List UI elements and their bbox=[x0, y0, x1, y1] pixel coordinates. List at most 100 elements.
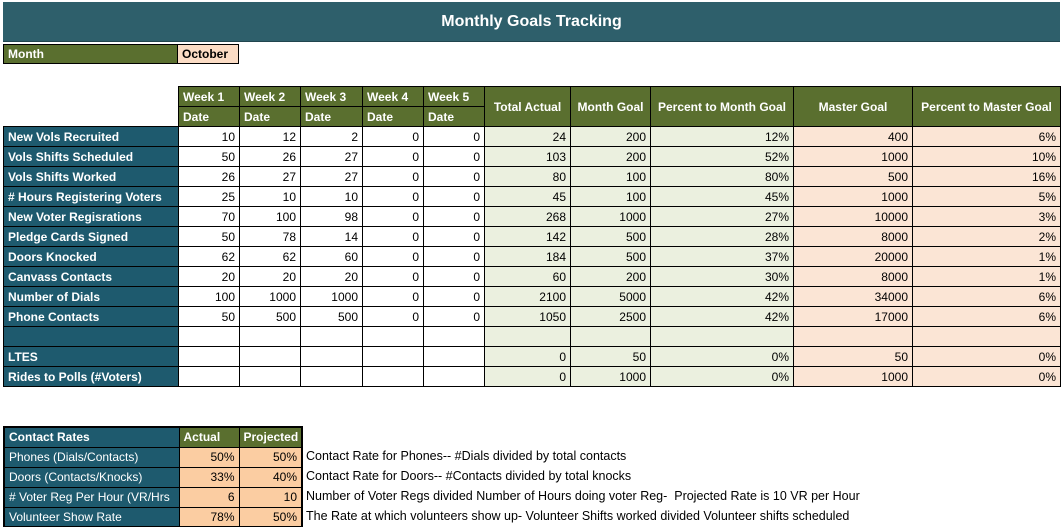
row-label-cell[interactable]: New Voter Regisrations bbox=[3, 206, 179, 227]
percent-month-goal-cell[interactable]: 80% bbox=[650, 166, 794, 187]
month-goal-cell[interactable]: 500 bbox=[570, 246, 651, 267]
week-2-value-cell[interactable]: 1000 bbox=[239, 286, 301, 307]
percent-master-goal-cell[interactable]: 2% bbox=[912, 226, 1061, 247]
total-actual-cell[interactable]: 1050 bbox=[484, 306, 571, 327]
row-label-cell[interactable]: Canvass Contacts bbox=[3, 266, 179, 287]
week-1-header[interactable]: Week 1 bbox=[178, 86, 240, 107]
week-4-value-cell[interactable] bbox=[362, 366, 424, 387]
week-4-value-cell[interactable]: 0 bbox=[362, 286, 424, 307]
week-4-value-cell[interactable]: 0 bbox=[362, 206, 424, 227]
row-label-cell[interactable] bbox=[3, 326, 179, 347]
total-actual-cell[interactable]: 2100 bbox=[484, 286, 571, 307]
percent-month-goal-cell[interactable]: 28% bbox=[650, 226, 794, 247]
percent-month-goal-cell[interactable]: 0% bbox=[650, 346, 794, 367]
projected-value-cell[interactable]: 50% bbox=[238, 446, 303, 468]
week-5-value-cell[interactable]: 0 bbox=[423, 266, 485, 287]
actual-value-cell[interactable]: 33% bbox=[178, 466, 240, 488]
percent-month-goal-cell[interactable]: 30% bbox=[650, 266, 794, 287]
contact-rates-title[interactable]: Contact Rates bbox=[3, 426, 180, 448]
week-4-value-cell[interactable] bbox=[362, 326, 424, 347]
week-1-value-cell[interactable] bbox=[178, 326, 240, 347]
percent-master-goal-cell[interactable] bbox=[912, 326, 1061, 347]
week-5-value-cell[interactable] bbox=[423, 326, 485, 347]
row-label-cell[interactable]: Phone Contacts bbox=[3, 306, 179, 327]
contact-rate-label-cell[interactable]: Volunteer Show Rate bbox=[3, 506, 180, 527]
month-goal-cell[interactable]: 200 bbox=[570, 126, 651, 147]
month-goal-cell[interactable]: 2500 bbox=[570, 306, 651, 327]
percent-month-goal-cell[interactable]: 42% bbox=[650, 306, 794, 327]
projected-value-cell[interactable]: 10 bbox=[238, 486, 303, 508]
percent-master-goal-cell[interactable]: 10% bbox=[912, 146, 1061, 167]
week-2-value-cell[interactable] bbox=[239, 346, 301, 367]
percent-master-goal-cell[interactable]: 0% bbox=[912, 346, 1061, 367]
projected-value-cell[interactable]: 50% bbox=[238, 506, 303, 527]
row-label-cell[interactable]: LTES bbox=[3, 346, 179, 367]
week-1-value-cell[interactable]: 70 bbox=[178, 206, 240, 227]
percent-master-goal-cell[interactable]: 6% bbox=[912, 126, 1061, 147]
total-actual-cell[interactable]: 60 bbox=[484, 266, 571, 287]
week-1-value-cell[interactable]: 62 bbox=[178, 246, 240, 267]
week-1-value-cell[interactable]: 50 bbox=[178, 146, 240, 167]
master-goal-header[interactable]: Master Goal bbox=[793, 86, 913, 127]
month-value-cell[interactable]: October bbox=[178, 44, 239, 64]
week-1-value-cell[interactable]: 10 bbox=[178, 126, 240, 147]
week-2-header[interactable]: Week 2 bbox=[239, 86, 301, 107]
row-label-cell[interactable]: Pledge Cards Signed bbox=[3, 226, 179, 247]
total-actual-cell[interactable]: 103 bbox=[484, 146, 571, 167]
month-goal-header[interactable]: Month Goal bbox=[570, 86, 651, 127]
percent-month-goal-cell[interactable]: 27% bbox=[650, 206, 794, 227]
week-1-value-cell[interactable] bbox=[178, 346, 240, 367]
week-2-value-cell[interactable]: 20 bbox=[239, 266, 301, 287]
master-goal-cell[interactable]: 34000 bbox=[793, 286, 913, 307]
week-5-value-cell[interactable]: 0 bbox=[423, 286, 485, 307]
master-goal-cell[interactable] bbox=[793, 326, 913, 347]
week-2-value-cell[interactable] bbox=[239, 366, 301, 387]
master-goal-cell[interactable]: 1000 bbox=[793, 366, 913, 387]
projected-value-cell[interactable]: 40% bbox=[238, 466, 303, 488]
master-goal-cell[interactable]: 17000 bbox=[793, 306, 913, 327]
week-2-date-subheader[interactable]: Date bbox=[239, 106, 301, 127]
week-1-value-cell[interactable]: 50 bbox=[178, 306, 240, 327]
month-goal-cell[interactable]: 500 bbox=[570, 226, 651, 247]
row-label-cell[interactable]: Number of Dials bbox=[3, 286, 179, 307]
row-label-cell[interactable]: Rides to Polls (#Voters) bbox=[3, 366, 179, 387]
week-4-value-cell[interactable]: 0 bbox=[362, 166, 424, 187]
week-3-value-cell[interactable] bbox=[300, 346, 363, 367]
month-goal-cell[interactable]: 100 bbox=[570, 166, 651, 187]
month-label[interactable]: Month bbox=[3, 44, 178, 64]
row-label-cell[interactable]: Vols Shifts Worked bbox=[3, 166, 179, 187]
week-3-date-subheader[interactable]: Date bbox=[300, 106, 363, 127]
percent-month-goal-cell[interactable]: 12% bbox=[650, 126, 794, 147]
week-5-value-cell[interactable]: 0 bbox=[423, 186, 485, 207]
week-5-value-cell[interactable] bbox=[423, 366, 485, 387]
master-goal-cell[interactable]: 1000 bbox=[793, 186, 913, 207]
month-goal-cell[interactable] bbox=[570, 326, 651, 347]
row-label-cell[interactable]: # Hours Registering Voters bbox=[3, 186, 179, 207]
month-goal-cell[interactable]: 1000 bbox=[570, 206, 651, 227]
percent-master-goal-header[interactable]: Percent to Master Goal bbox=[912, 86, 1061, 127]
week-5-header[interactable]: Week 5 bbox=[423, 86, 485, 107]
week-4-value-cell[interactable]: 0 bbox=[362, 126, 424, 147]
contact-rate-label-cell[interactable]: # Voter Reg Per Hour (VR/Hrs bbox=[3, 486, 180, 508]
week-3-value-cell[interactable]: 27 bbox=[300, 146, 363, 167]
week-4-date-subheader[interactable]: Date bbox=[362, 106, 424, 127]
week-1-value-cell[interactable]: 26 bbox=[178, 166, 240, 187]
week-2-value-cell[interactable]: 100 bbox=[239, 206, 301, 227]
month-goal-cell[interactable]: 50 bbox=[570, 346, 651, 367]
actual-value-cell[interactable]: 6 bbox=[178, 486, 240, 508]
week-2-value-cell[interactable]: 62 bbox=[239, 246, 301, 267]
week-1-value-cell[interactable]: 50 bbox=[178, 226, 240, 247]
week-2-value-cell[interactable]: 10 bbox=[239, 186, 301, 207]
master-goal-cell[interactable]: 8000 bbox=[793, 266, 913, 287]
week-2-value-cell[interactable]: 78 bbox=[239, 226, 301, 247]
total-actual-cell[interactable]: 184 bbox=[484, 246, 571, 267]
week-5-value-cell[interactable]: 0 bbox=[423, 206, 485, 227]
week-5-value-cell[interactable]: 0 bbox=[423, 246, 485, 267]
week-3-value-cell[interactable]: 500 bbox=[300, 306, 363, 327]
week-3-value-cell[interactable]: 27 bbox=[300, 166, 363, 187]
week-2-value-cell[interactable]: 26 bbox=[239, 146, 301, 167]
week-3-value-cell[interactable]: 1000 bbox=[300, 286, 363, 307]
total-actual-cell[interactable] bbox=[484, 326, 571, 347]
percent-month-goal-cell[interactable] bbox=[650, 326, 794, 347]
percent-master-goal-cell[interactable]: 3% bbox=[912, 206, 1061, 227]
